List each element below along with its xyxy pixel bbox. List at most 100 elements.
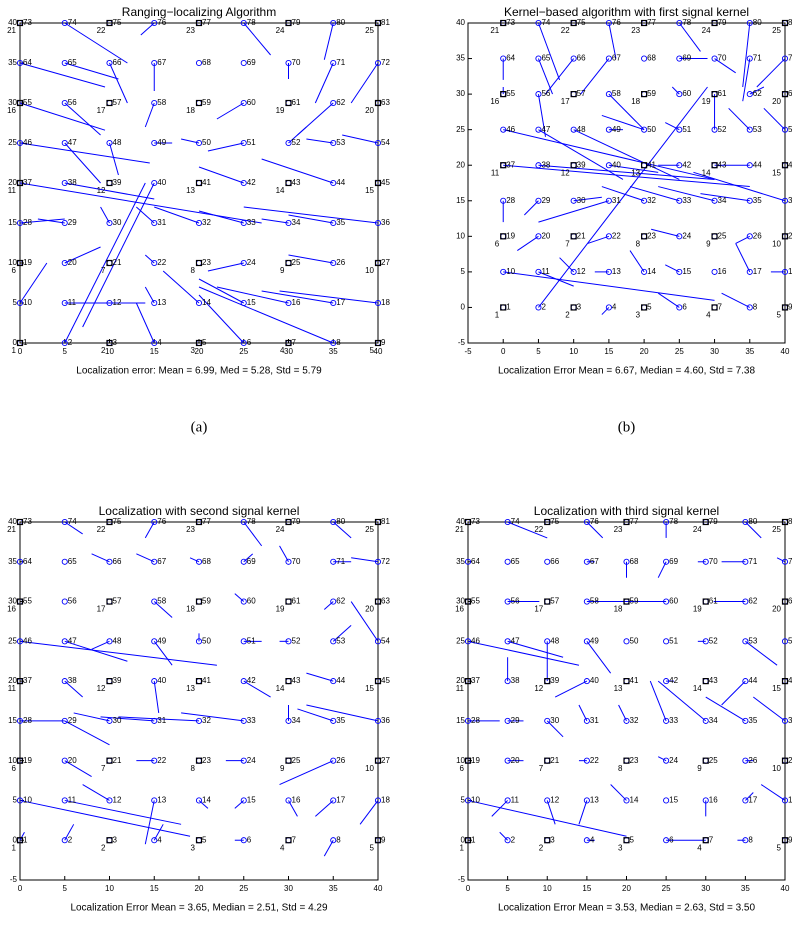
node-label: 55	[23, 98, 32, 107]
node-label: 21	[113, 258, 122, 267]
x-tick-label: 15	[582, 884, 591, 893]
node-label: 17	[753, 267, 762, 276]
error-line	[91, 640, 110, 650]
node-label: 37	[471, 676, 480, 685]
error-line	[82, 784, 110, 801]
node-marker	[583, 558, 590, 565]
error-line	[19, 62, 106, 88]
y-tick-label: 20	[8, 676, 17, 685]
node-label: 4	[157, 338, 162, 347]
node-marker	[663, 558, 670, 565]
anchor-label: 8	[618, 764, 623, 773]
anchor-label: 11	[8, 186, 17, 195]
anchor-label: 20	[365, 106, 374, 115]
node-label: 24	[682, 231, 691, 240]
node-marker	[240, 139, 247, 147]
node-marker	[61, 19, 68, 27]
node-marker	[195, 299, 203, 307]
anchor-marker	[500, 162, 507, 169]
node-label: 75	[577, 18, 586, 27]
error-line	[538, 86, 708, 308]
node-label: 29	[541, 196, 550, 205]
node-marker	[61, 219, 68, 227]
node-marker	[781, 558, 789, 565]
y-tick-label: 15	[456, 196, 465, 205]
node-marker	[285, 797, 292, 804]
y-tick-label: 0	[13, 338, 18, 347]
anchor-label: 6	[460, 764, 465, 773]
anchor-marker	[106, 837, 113, 844]
node-label: 49	[590, 636, 599, 645]
node-label: 45	[788, 160, 792, 169]
x-tick-label: 10	[105, 347, 114, 356]
anchor-marker	[195, 837, 203, 844]
anchor-marker	[285, 518, 292, 526]
node-marker	[106, 717, 113, 724]
node-label: 79	[718, 18, 727, 27]
node-marker	[746, 19, 753, 27]
node-label: 38	[511, 676, 520, 685]
node-marker	[583, 837, 590, 844]
node-label: 68	[202, 58, 211, 67]
error-line	[64, 760, 92, 778]
node-label: 21	[550, 756, 559, 765]
error-line	[503, 164, 750, 188]
node-label: 27	[381, 258, 390, 267]
node-marker	[544, 757, 551, 764]
node-label: 2	[511, 835, 516, 844]
node-label: 45	[381, 676, 390, 685]
error-line	[64, 182, 155, 200]
anchor-marker	[781, 837, 789, 844]
node-label: 60	[247, 597, 256, 606]
node-marker	[195, 558, 203, 565]
node-label: 79	[709, 517, 718, 526]
error-line	[19, 102, 106, 131]
error-line	[135, 302, 155, 344]
node-marker	[285, 558, 292, 565]
error-line	[64, 521, 83, 535]
node-label: 52	[292, 636, 301, 645]
node-marker	[195, 99, 203, 107]
node-label: 26	[753, 231, 762, 240]
node-label: 63	[381, 98, 390, 107]
anchor-marker	[641, 304, 648, 311]
error-line	[586, 521, 604, 539]
node-marker	[61, 678, 68, 685]
anchor-marker	[781, 19, 789, 27]
node-label: 25	[292, 756, 301, 765]
node-marker	[16, 219, 24, 227]
node-label: 29	[511, 716, 520, 725]
error-line	[537, 94, 546, 137]
anchor-label: 7	[539, 764, 544, 773]
anchor-label: 22	[561, 26, 570, 35]
node-marker	[711, 268, 718, 275]
anchor-label: 21	[490, 26, 499, 35]
anchor-marker	[623, 598, 630, 605]
error-line	[580, 58, 610, 95]
anchor-label: 10	[772, 764, 781, 773]
node-label: 2	[541, 303, 546, 312]
node-label: 9	[788, 303, 792, 312]
node-marker	[535, 233, 542, 240]
node-marker	[151, 19, 158, 27]
node-marker	[240, 99, 247, 107]
x-tick-label: 35	[329, 884, 338, 893]
node-label: 15	[247, 298, 256, 307]
node-label: 69	[247, 557, 256, 566]
anchor-marker	[464, 598, 472, 605]
error-line	[587, 235, 610, 244]
node-marker	[240, 19, 247, 27]
node-label: 29	[68, 218, 77, 227]
node-label: 17	[336, 298, 345, 307]
error-line	[198, 278, 244, 304]
anchor-label: 10	[772, 239, 781, 248]
node-label: 31	[157, 218, 166, 227]
node-label: 62	[748, 597, 757, 606]
node-marker	[330, 339, 337, 347]
node-label: 43	[292, 676, 301, 685]
node-label: 49	[157, 138, 166, 147]
error-line	[297, 708, 334, 722]
error-line	[586, 641, 612, 674]
node-marker	[330, 638, 337, 645]
y-tick-label: 20	[456, 160, 465, 169]
